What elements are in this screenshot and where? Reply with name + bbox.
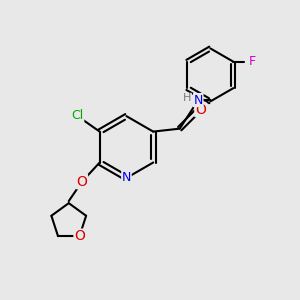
Text: Cl: Cl	[71, 109, 84, 122]
Text: H: H	[183, 93, 191, 103]
Text: O: O	[74, 229, 85, 243]
Text: F: F	[249, 55, 256, 68]
Text: O: O	[195, 103, 206, 116]
Text: N: N	[122, 172, 131, 184]
Text: O: O	[76, 175, 87, 189]
Text: N: N	[194, 94, 203, 106]
